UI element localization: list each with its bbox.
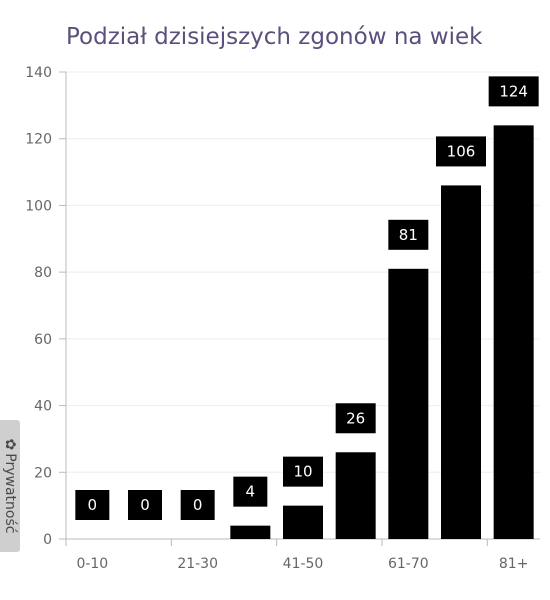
y-tick-label: 140 [25,65,52,81]
data-label: 10 [293,463,312,481]
chart-title: Podział dzisiejszych zgonów na wiek [66,24,483,50]
data-label: 26 [346,409,365,427]
privacy-settings-tab[interactable]: ✿ Prywatność [0,420,20,552]
data-label-box [488,76,539,107]
x-tick-label: 0-10 [76,556,108,572]
bar-41-50 [283,505,323,539]
data-label: 0 [193,496,203,514]
data-label-box [180,490,215,520]
data-label: 106 [447,142,476,160]
data-label-box [233,476,268,507]
data-label-box [388,219,429,250]
bar-51-60 [335,452,376,539]
x-tick-label: 81+ [499,556,529,572]
x-tick-label: 21-30 [177,556,218,572]
data-label-box [335,403,376,434]
y-tick-label: 100 [25,198,52,214]
data-label: 81 [399,226,418,244]
x-tick-label: 61-70 [388,556,429,572]
data-label: 124 [499,82,528,100]
bar-71-80 [441,185,481,539]
privacy-label: Prywatność [2,453,18,534]
gear-icon: ✿ [2,438,18,451]
y-tick-label: 40 [34,399,52,415]
data-label-box [283,456,323,487]
data-label-box [75,490,110,520]
y-tick-label: 20 [34,465,52,481]
x-tick-label: 41-50 [283,556,324,572]
bar-61-70 [388,268,429,539]
privacy-content: ✿ Prywatność [2,439,18,534]
bar-81+ [493,125,534,539]
y-tick-label: 120 [25,132,52,148]
data-label-box [128,490,162,520]
y-tick-label: 0 [43,532,52,548]
data-label: 4 [246,483,256,501]
y-tick-label: 60 [34,332,52,348]
data-label: 0 [88,496,98,514]
data-label-box [436,136,486,167]
y-tick-label: 80 [34,265,52,281]
bar-31-40 [230,525,271,539]
data-label: 0 [140,496,150,514]
